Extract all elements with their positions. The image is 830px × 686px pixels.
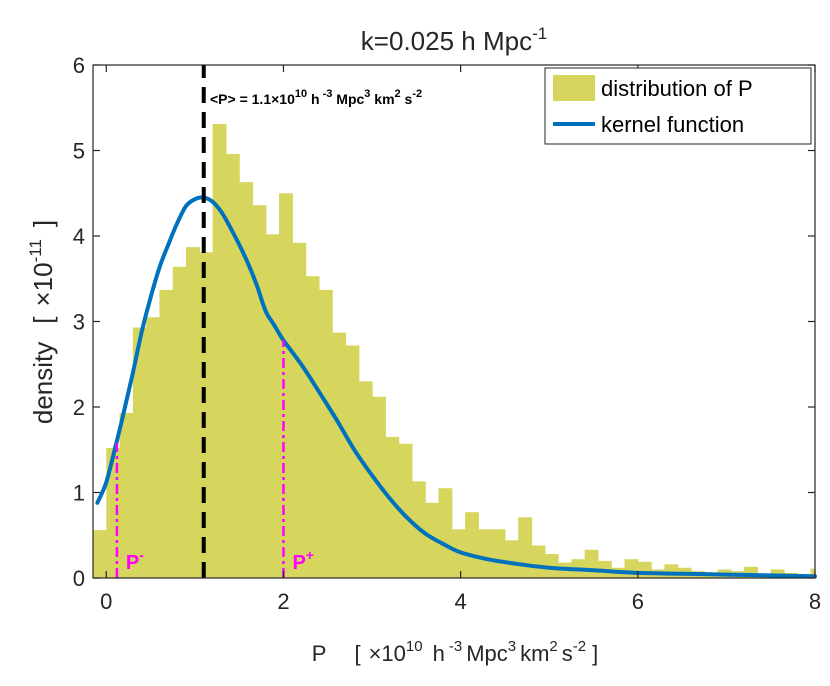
legend-label-kernel: kernel function	[601, 112, 744, 137]
histogram-bar	[93, 530, 107, 578]
legend-label-histogram: distribution of P	[601, 76, 753, 101]
histogram-bar	[172, 266, 187, 578]
histogram-bar	[212, 123, 227, 579]
y-tick-label: 3	[73, 310, 85, 335]
histogram-bar	[398, 443, 413, 578]
histogram-bar	[239, 182, 254, 578]
y-axis-label: density[×10-11]	[26, 220, 58, 424]
histogram-bar	[624, 559, 639, 578]
y-tick-label: 0	[73, 566, 85, 591]
y-tick-label: 5	[73, 139, 85, 164]
x-ticks: 0 2 4 6 8	[100, 65, 821, 614]
histogram-bar	[132, 327, 147, 578]
histogram-bar	[425, 502, 440, 578]
histogram-bar	[106, 448, 121, 578]
histogram-bar	[146, 317, 161, 578]
histogram-bar	[199, 252, 214, 578]
p-minus-label: P-	[126, 547, 144, 574]
histogram-bar	[584, 549, 599, 578]
histogram-bar	[119, 412, 134, 578]
histogram-bar	[358, 381, 373, 578]
histogram-bar	[810, 568, 816, 578]
histogram-bar	[491, 529, 506, 578]
chart-title: k=0.025 h Mpc-1	[361, 24, 547, 56]
histogram-bar	[225, 153, 240, 579]
histogram-bar	[279, 193, 293, 578]
y-tick-label: 1	[73, 481, 85, 506]
kernel-curve	[95, 195, 817, 579]
histogram-bar	[478, 529, 493, 578]
histogram-bar	[186, 247, 200, 579]
x-axis-label: P[×1010 h -3 Mpc3 km2 s-2]	[312, 638, 598, 666]
histogram-bar	[504, 540, 519, 578]
histogram-bar	[332, 332, 347, 578]
mean-annotation: <P> = 1.1×1010 h -3 Mpc3 km2 s-2	[210, 88, 422, 107]
histogram-bar	[744, 566, 759, 578]
y-ticks: 0 1 2 3 4 5 6	[73, 53, 815, 591]
histogram-bar	[318, 289, 333, 578]
histogram-bar	[465, 512, 479, 578]
y-tick-label: 6	[73, 53, 85, 78]
histogram	[93, 123, 816, 579]
legend-swatch-histogram	[553, 75, 595, 101]
x-tick-label: 0	[100, 589, 112, 614]
histogram-bar	[265, 234, 280, 579]
x-tick-label: 8	[809, 589, 821, 614]
x-tick-label: 4	[455, 589, 467, 614]
histogram-bar	[531, 545, 546, 578]
histogram-bar	[438, 488, 453, 578]
y-tick-label: 4	[73, 224, 85, 249]
histogram-bar	[637, 561, 652, 578]
legend: distribution of P kernel function	[544, 67, 812, 145]
p-plus-label: P+	[292, 547, 314, 574]
histogram-bar	[305, 276, 320, 578]
histogram-bar	[518, 517, 533, 578]
histogram-bar	[292, 242, 307, 578]
y-tick-label: 2	[73, 395, 85, 420]
x-tick-label: 2	[277, 589, 289, 614]
histogram-bar	[664, 564, 679, 578]
histogram-bar	[345, 345, 360, 578]
histogram-bar	[252, 205, 267, 578]
histogram-bar	[159, 289, 174, 578]
x-tick-label: 6	[632, 589, 644, 614]
histogram-bar	[385, 436, 400, 578]
